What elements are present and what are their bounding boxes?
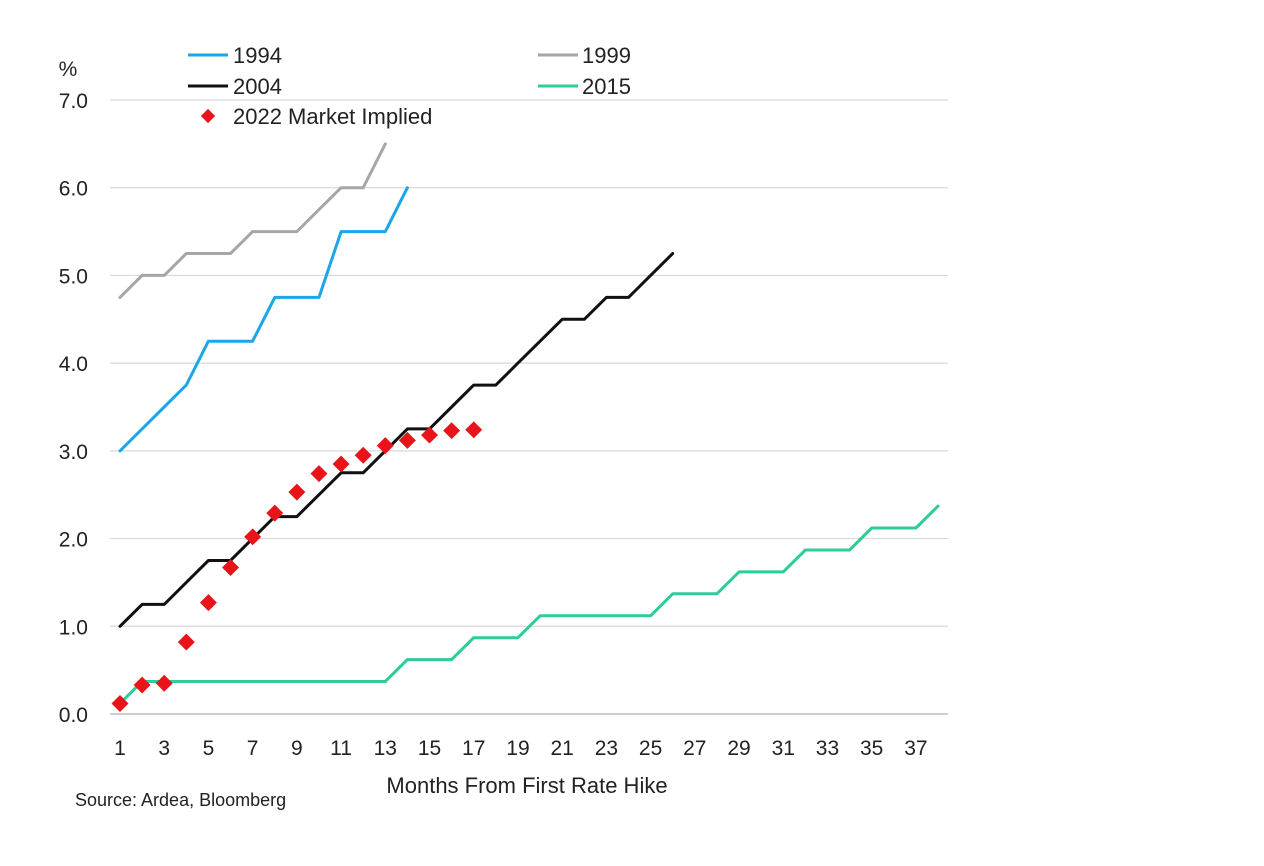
series-line-1994	[118, 186, 409, 453]
point-2022-market-implied	[376, 437, 394, 455]
x-tick-label: 9	[291, 737, 303, 760]
point-2022-market-implied	[244, 528, 262, 546]
point-2022-market-implied	[332, 455, 350, 473]
point-2022-market-implied	[421, 426, 438, 444]
point-2022-market-implied	[310, 465, 328, 483]
y-tick-label: 5.0	[59, 265, 88, 288]
x-tick-label: 1	[114, 737, 126, 760]
x-tick-label: 15	[418, 737, 441, 760]
point-2022-market-implied	[266, 504, 284, 522]
y-tick-label: 7.0	[59, 90, 88, 113]
x-tick-label: 31	[772, 737, 795, 760]
legend-label-2015: 2015	[582, 74, 631, 99]
series-line-2015	[118, 504, 940, 705]
y-tick-label: 0.0	[59, 704, 88, 727]
x-tick-label: 37	[904, 737, 927, 760]
legend-label-2004: 2004	[233, 74, 282, 99]
legend: 1994 1999 2004 2015 2022 Market Implied	[188, 43, 631, 129]
x-tick-label: 17	[462, 737, 485, 760]
y-tick-label: 3.0	[59, 441, 88, 464]
point-2022-market-implied	[155, 674, 173, 692]
x-tick-label: 7	[247, 737, 259, 760]
legend-label-1994: 1994	[233, 43, 282, 68]
gridlines	[110, 99, 948, 715]
x-tick-label: 5	[203, 737, 215, 760]
x-axis-title: Months From First Rate Hike	[386, 773, 667, 798]
x-tick-label: 13	[374, 737, 397, 760]
x-axis-ticks: 1 3 5 7 9 11 13 15 17 19 21 23 25 27 29 31 33 35 37	[114, 737, 927, 760]
y-tick-label: 1.0	[59, 616, 88, 639]
point-2022-market-implied	[177, 633, 195, 651]
point-2022-market-implied	[111, 694, 129, 712]
x-tick-label: 33	[816, 737, 839, 760]
y-tick-label: 6.0	[59, 178, 88, 201]
y-axis-ticks: 0.0 1.0 2.0 3.0 4.0 5.0 6.0 7.0	[59, 90, 88, 727]
point-2022-market-implied	[398, 431, 416, 449]
series-points	[111, 421, 483, 712]
point-2022-market-implied	[222, 559, 240, 577]
x-tick-label: 11	[330, 737, 352, 760]
point-2022-market-implied	[199, 594, 217, 612]
point-2022-market-implied	[465, 421, 483, 439]
x-tick-label: 23	[595, 737, 618, 760]
x-tick-label: 19	[506, 737, 529, 760]
y-axis-unit: %	[59, 58, 78, 81]
y-tick-label: 2.0	[59, 529, 88, 552]
x-tick-label: 25	[639, 737, 662, 760]
y-tick-label: 4.0	[59, 353, 88, 376]
x-tick-label: 27	[683, 737, 706, 760]
x-tick-label: 3	[158, 737, 170, 760]
legend-swatch-2022-market-implied	[200, 108, 216, 124]
legend-label-1999: 1999	[582, 43, 631, 68]
series-lines	[118, 142, 940, 705]
x-tick-label: 35	[860, 737, 883, 760]
point-2022-market-implied	[288, 483, 306, 501]
x-tick-label: 29	[727, 737, 750, 760]
point-2022-market-implied	[133, 676, 151, 694]
legend-label-2022-market-implied: 2022 Market Implied	[233, 104, 432, 129]
point-2022-market-implied	[354, 446, 372, 464]
point-2022-market-implied	[443, 422, 461, 440]
source-note: Source: Ardea, Bloomberg	[75, 790, 286, 810]
series-line-2004	[118, 252, 675, 628]
x-tick-label: 21	[550, 737, 573, 760]
series-line-1999	[118, 142, 387, 299]
